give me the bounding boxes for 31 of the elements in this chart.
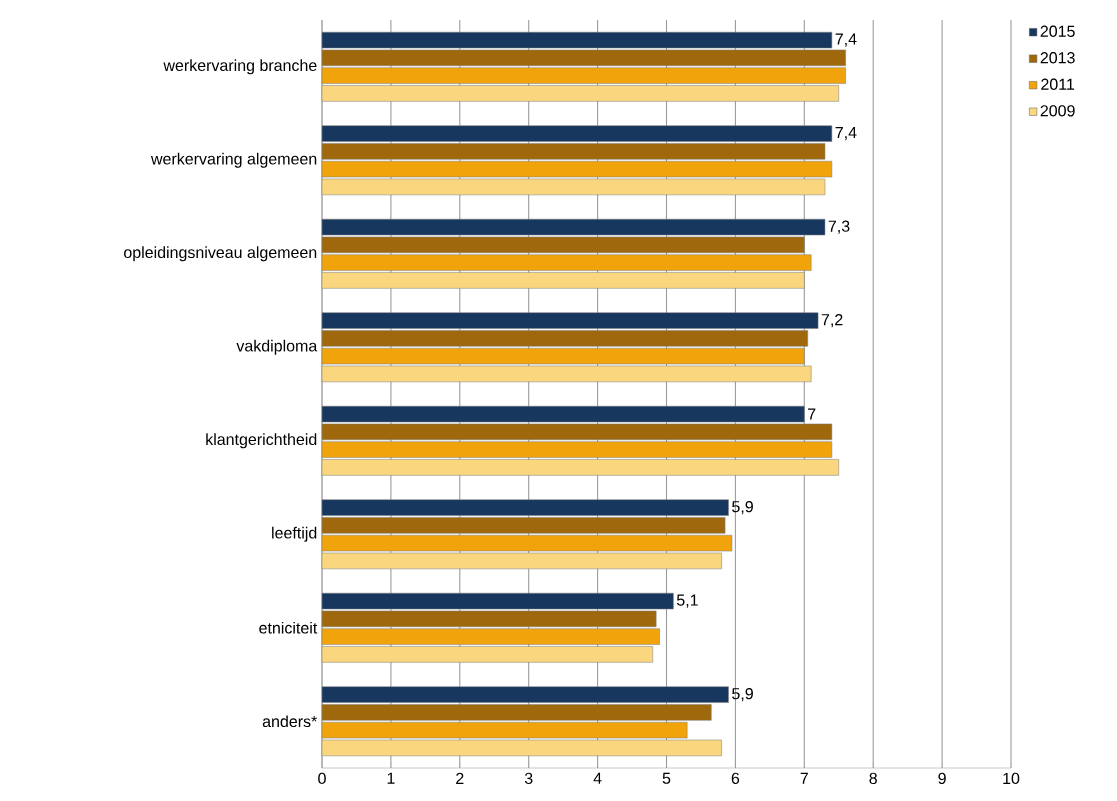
legend-label: 2009 bbox=[1040, 105, 1075, 117]
y-tick-label: opleidingsniveau algemeen bbox=[124, 246, 317, 262]
data-label: 5,1 bbox=[676, 594, 698, 608]
y-tick-label: klantgerichtheid bbox=[206, 433, 317, 449]
data-label: 5,9 bbox=[732, 688, 753, 702]
y-tick-label: werkervaring branche bbox=[163, 59, 317, 75]
legend-label: 2013 bbox=[1040, 52, 1075, 64]
x-tick-label: 8 bbox=[869, 772, 877, 785]
data-label: 7,3 bbox=[828, 220, 850, 234]
y-tick-label: etniciteit bbox=[259, 621, 318, 634]
x-tick-label: 6 bbox=[731, 772, 740, 785]
y-tick-label: leeftijd bbox=[272, 526, 317, 542]
x-tick-label: 4 bbox=[593, 772, 602, 784]
legend-label: 2011 bbox=[1041, 78, 1075, 90]
y-tick-label: vakdiploma bbox=[236, 339, 318, 355]
x-tick-label: 2 bbox=[456, 772, 464, 784]
data-label: 7,2 bbox=[821, 314, 843, 328]
legend-label: 2015 bbox=[1040, 25, 1075, 37]
x-tick-label: 3 bbox=[524, 772, 533, 785]
x-tick-label: 1 bbox=[387, 772, 395, 784]
data-label: 7 bbox=[808, 408, 816, 420]
x-tick-label: 9 bbox=[938, 772, 946, 785]
data-label: 5,9 bbox=[732, 501, 753, 515]
x-tick-label: 7 bbox=[800, 772, 808, 784]
y-tick-label: anders* bbox=[262, 715, 318, 728]
data-label: 7,4 bbox=[835, 127, 857, 141]
data-label: 7,4 bbox=[835, 33, 857, 47]
x-tick-label: 0 bbox=[318, 772, 326, 785]
x-tick-label: 10 bbox=[1003, 772, 1020, 785]
y-tick-label: werkervaring algemeen bbox=[150, 152, 317, 168]
x-tick-label: 5 bbox=[662, 772, 671, 784]
